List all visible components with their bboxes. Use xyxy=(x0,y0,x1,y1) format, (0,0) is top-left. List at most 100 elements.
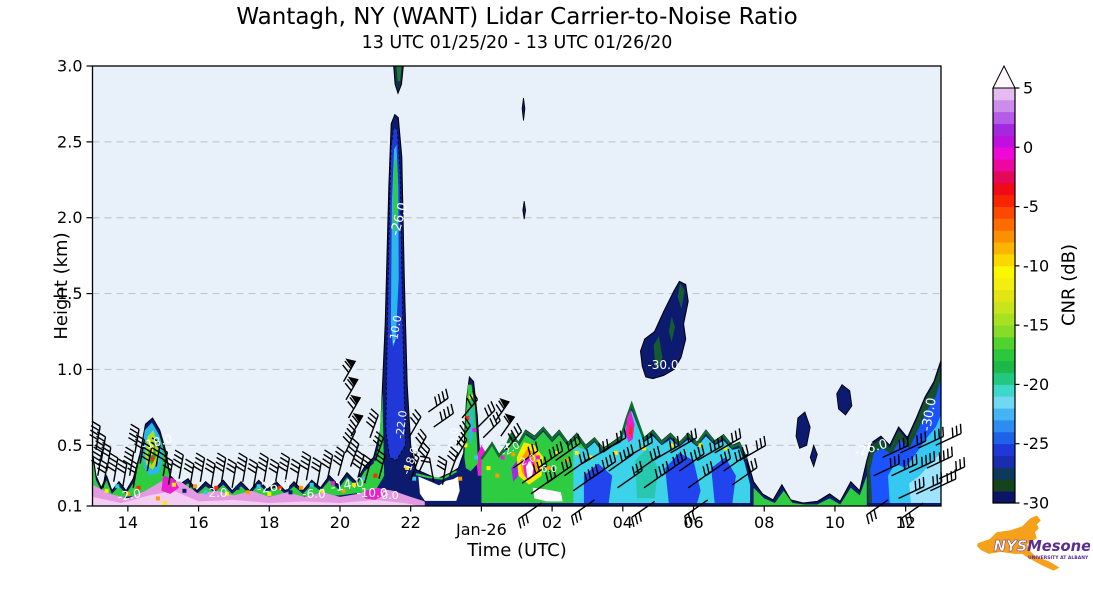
speckle xyxy=(203,490,208,495)
wind-barb xyxy=(193,452,206,482)
wind-barb xyxy=(226,458,237,488)
wind-barb xyxy=(670,428,698,454)
speckle xyxy=(256,484,261,489)
contour-label: -6.0 xyxy=(302,487,325,501)
wind-barb xyxy=(873,454,900,477)
wind-barb xyxy=(599,428,627,454)
contour-label: -30.0 xyxy=(919,397,940,433)
colorbar-band xyxy=(993,313,1015,326)
colorbar-tick-label: 5 xyxy=(1023,79,1033,98)
colorbar-band xyxy=(993,396,1015,409)
white-sliver xyxy=(532,487,563,502)
wind-barb xyxy=(500,413,516,437)
wind-barb xyxy=(346,437,360,467)
wind-barb xyxy=(687,461,714,489)
x-tick-label: 16 xyxy=(188,513,208,532)
wind-barb xyxy=(625,432,653,459)
y-tick-label: 1.5 xyxy=(57,284,82,303)
colorbar-band xyxy=(993,182,1015,196)
wind-barb xyxy=(696,435,724,462)
speckle-layer xyxy=(104,394,728,505)
contour-label: -10.0 xyxy=(387,314,405,344)
speckle xyxy=(698,443,703,448)
wind-barb xyxy=(247,458,259,488)
x-tick-label: 08 xyxy=(754,513,774,532)
wind-barb xyxy=(183,458,195,488)
x-tick-label: 02 xyxy=(542,513,562,532)
wind-barb xyxy=(537,441,564,469)
speckle xyxy=(412,476,417,481)
colorbar-band xyxy=(993,479,1015,492)
blue-patch-c xyxy=(711,457,736,503)
speckle xyxy=(613,450,618,455)
colorbar-tick-label: 0 xyxy=(1023,138,1033,157)
colorbar-band xyxy=(993,408,1015,421)
colorbar-band xyxy=(993,135,1015,148)
speckle xyxy=(330,481,335,486)
speckle xyxy=(588,455,593,460)
plume-green xyxy=(393,154,398,233)
colorbar-band xyxy=(993,88,1015,101)
colorbar-band xyxy=(993,254,1015,267)
blue-patch-a xyxy=(583,463,613,503)
wind-barb xyxy=(461,390,479,419)
speckle xyxy=(136,485,141,490)
colorbar: 5 0 -5 -10 -15 -20 -25 -30 xyxy=(992,64,1049,513)
wind-barb xyxy=(289,458,301,488)
x-tick-label: 22 xyxy=(401,513,421,532)
wind-barb xyxy=(555,433,581,462)
speckle xyxy=(309,482,314,487)
wind-barb xyxy=(257,452,269,482)
contour-label: 0.0 xyxy=(381,489,399,502)
speckle xyxy=(362,476,367,481)
colorbar-tick-label: -30 xyxy=(1023,494,1049,513)
wind-barb xyxy=(935,423,962,446)
wind-barb xyxy=(570,499,595,526)
contour-label: -2.0 xyxy=(117,486,142,504)
bump-red xyxy=(150,454,155,464)
wind-barb xyxy=(419,455,435,482)
colorbar-tick-label: -25 xyxy=(1023,434,1049,453)
speckle xyxy=(320,488,325,493)
speckle xyxy=(224,491,229,496)
colorbar-band xyxy=(993,289,1015,302)
wind-barb xyxy=(926,446,953,469)
peak-red xyxy=(628,424,633,438)
speckle xyxy=(299,485,304,490)
page-title: Wantagh, NY (WANT) Lidar Carrier-to-Nois… xyxy=(236,4,798,30)
wind-barb xyxy=(433,403,455,428)
wind-barb xyxy=(321,449,334,479)
wind-barb xyxy=(344,376,359,401)
colorbar-band xyxy=(993,242,1015,255)
logo-nys: NYS xyxy=(994,538,1028,555)
wind-barb xyxy=(372,431,385,461)
speckle xyxy=(511,452,516,457)
wind-barb xyxy=(512,441,539,469)
speckle xyxy=(277,485,282,490)
colorbar-tick-label: -10 xyxy=(1023,256,1049,275)
speckle xyxy=(373,473,378,478)
speckle xyxy=(162,500,167,505)
colorbar-band xyxy=(993,206,1015,219)
mesonet-logo: NYS Mesonet UNIVERSITY AT ALBANY xyxy=(976,515,1090,571)
wind-barb xyxy=(882,435,909,459)
cyan-right xyxy=(573,410,751,503)
y-tick-label: 2.0 xyxy=(57,208,82,227)
wind-barb xyxy=(310,457,322,487)
colorbar-tick-label: -5 xyxy=(1023,197,1039,216)
speckle xyxy=(574,450,579,455)
wind-barb xyxy=(342,358,357,382)
speckle xyxy=(535,455,540,460)
x-tick-label: 20 xyxy=(330,513,350,532)
bottom-right-strip xyxy=(753,475,867,506)
wind-barb xyxy=(608,444,634,472)
green-band-left xyxy=(92,392,385,499)
wind-barb xyxy=(917,426,945,449)
x-tick-label: 14 xyxy=(118,513,138,532)
wind-barb xyxy=(530,467,557,495)
wind-barb xyxy=(891,454,918,477)
speckle xyxy=(214,485,219,490)
colorbar-band xyxy=(993,277,1015,290)
speckle xyxy=(182,488,187,493)
